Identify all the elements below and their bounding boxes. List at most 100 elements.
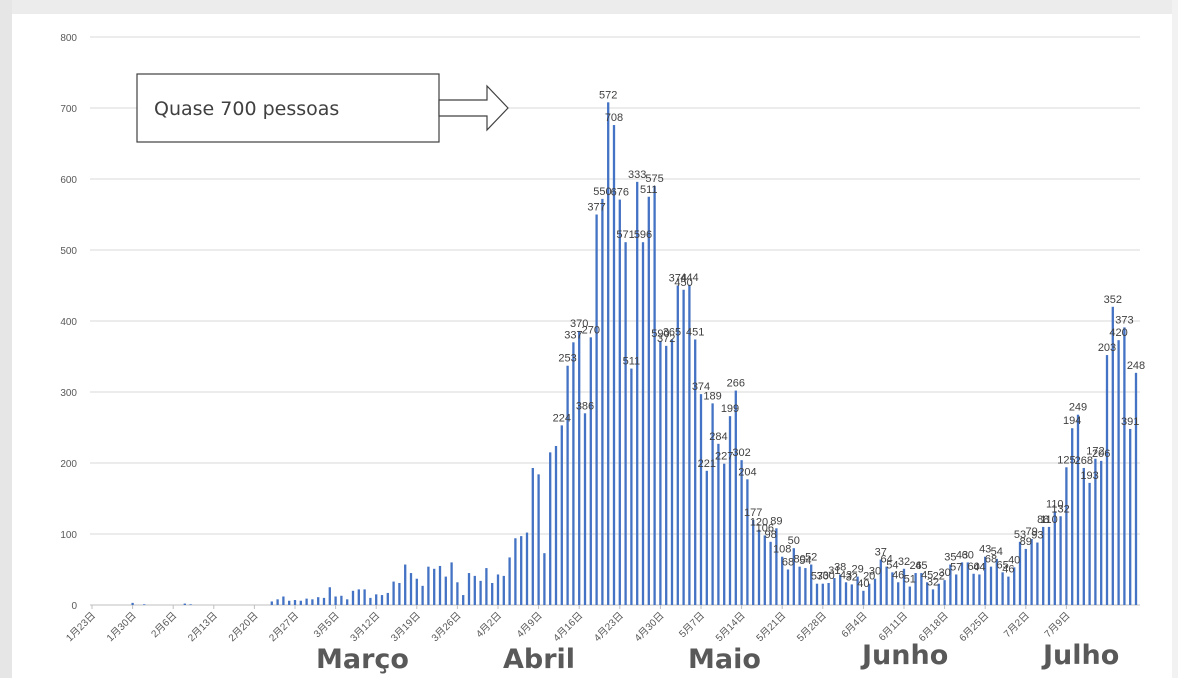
bar xyxy=(705,470,708,605)
bar xyxy=(781,556,784,605)
bar xyxy=(746,479,749,605)
x-tick-label: 4月16日 xyxy=(551,610,585,644)
x-tick-label: 4月9日 xyxy=(514,610,544,640)
bar xyxy=(995,558,998,605)
bar xyxy=(647,196,650,605)
bar xyxy=(189,604,192,605)
bar xyxy=(311,599,314,605)
data-label: 206 xyxy=(1092,448,1110,460)
bar xyxy=(978,574,981,605)
data-label: 31 xyxy=(828,565,840,577)
bar xyxy=(1117,340,1120,605)
x-axis: 1月23日 1月30日 2月6日 2月13日 2月20日 2月27日 3月5日 3月12日 3月… xyxy=(64,605,1073,644)
bar xyxy=(282,596,285,605)
bar xyxy=(560,425,563,605)
bar xyxy=(879,559,882,605)
slide-left-edge xyxy=(0,0,12,678)
x-tick-label: 2月20日 xyxy=(226,610,260,644)
bar xyxy=(502,575,505,605)
data-label: 571 xyxy=(616,229,634,241)
data-label: 373 xyxy=(1115,314,1133,326)
data-label: 89 xyxy=(770,515,782,527)
bar xyxy=(583,413,587,605)
bar xyxy=(670,339,674,605)
data-label: 172 xyxy=(1086,446,1104,458)
x-tick-label: 4月30日 xyxy=(632,610,666,644)
data-label: 54 xyxy=(991,546,1003,558)
bar xyxy=(827,582,830,605)
data-label: 46 xyxy=(892,569,904,581)
bar xyxy=(485,568,488,605)
month-label: Abril xyxy=(503,644,575,675)
y-tick-label: 800 xyxy=(60,33,77,44)
data-label: 89 xyxy=(1020,536,1032,548)
y-tick-label: 100 xyxy=(60,530,77,541)
y-tick-label: 300 xyxy=(60,388,77,399)
arrow-right-icon xyxy=(438,84,509,132)
bar xyxy=(346,599,349,605)
data-label: 50 xyxy=(788,535,800,547)
y-tick-label: 200 xyxy=(60,459,77,470)
data-label: 204 xyxy=(738,466,756,478)
data-label: 45 xyxy=(915,560,927,572)
bar xyxy=(728,416,732,605)
bar xyxy=(1123,327,1126,605)
bar xyxy=(1076,414,1080,605)
data-label: 386 xyxy=(576,400,594,412)
bar xyxy=(288,600,291,605)
bar xyxy=(421,585,424,605)
data-label: 248 xyxy=(1127,360,1145,372)
bar xyxy=(949,564,952,605)
bar xyxy=(1094,458,1097,605)
data-label: 125 xyxy=(1057,454,1075,466)
data-label: 221 xyxy=(698,458,716,470)
x-tick-label: 2月6日 xyxy=(149,610,179,640)
data-label: 249 xyxy=(1069,402,1087,414)
x-tick-label: 3月5日 xyxy=(311,610,341,640)
data-label: 596 xyxy=(634,229,652,241)
data-label: 20 xyxy=(863,571,875,583)
bar xyxy=(943,580,946,605)
data-label: 444 xyxy=(680,272,698,284)
bar xyxy=(641,242,645,605)
x-tick-label: 5月21日 xyxy=(754,610,788,644)
bar xyxy=(1065,467,1068,605)
month-labels: Março Abril Maio Junho Julho xyxy=(316,640,1119,675)
bar xyxy=(984,556,987,605)
annotation-box xyxy=(136,73,440,143)
data-label: 79 xyxy=(1025,526,1037,538)
bar xyxy=(473,575,476,605)
bar xyxy=(554,445,558,605)
bar xyxy=(450,562,453,605)
slide-top-edge xyxy=(0,0,1178,14)
bar xyxy=(566,365,569,605)
bar xyxy=(775,528,778,605)
data-label: 46 xyxy=(1002,564,1014,576)
bar xyxy=(305,598,308,605)
data-label: 51 xyxy=(904,574,916,586)
bar xyxy=(543,553,546,605)
bar xyxy=(317,597,320,605)
month-label: Julho xyxy=(1041,640,1119,671)
bar xyxy=(1134,372,1138,605)
bar xyxy=(1053,511,1056,605)
data-label: 53 xyxy=(1014,529,1026,541)
data-label: 43 xyxy=(956,549,968,561)
bar-series xyxy=(131,102,1138,605)
data-label: 253 xyxy=(558,353,576,365)
bar xyxy=(769,541,772,605)
annotation-callout: Quase 700 pessoas xyxy=(136,73,509,143)
bar xyxy=(375,594,378,605)
bar xyxy=(496,574,500,605)
bar xyxy=(572,342,575,605)
bar xyxy=(960,562,964,605)
data-label: 30 xyxy=(938,567,950,579)
data-label: 572 xyxy=(599,89,617,101)
x-tick-label: 2月27日 xyxy=(267,610,301,644)
data-label: 88 xyxy=(1037,514,1049,526)
bar xyxy=(862,590,865,605)
y-tick-label: 0 xyxy=(71,601,77,612)
bar xyxy=(1047,526,1051,605)
data-label: 80 xyxy=(793,554,805,566)
